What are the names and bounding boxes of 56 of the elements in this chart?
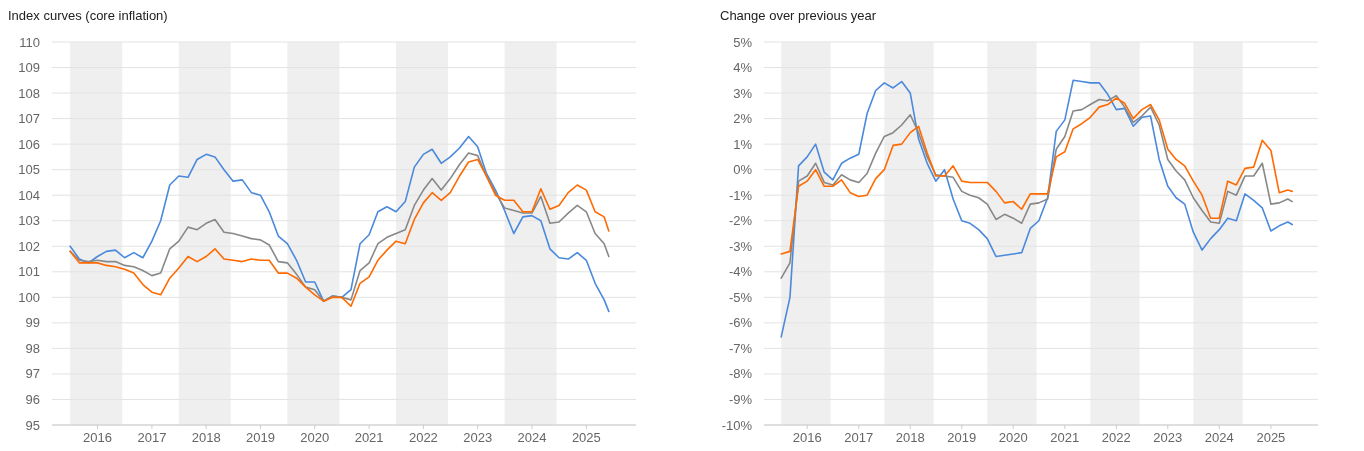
line-series [780,79,1293,338]
y-tick-label: 108 [18,85,40,101]
line-series [69,135,610,313]
y-tick-label: -8% [728,366,753,382]
y-tick-label: 4% [733,60,753,76]
x-tick-label: 2025 [1256,430,1286,445]
x-tick-label: 2022 [408,430,438,445]
chart-title: Change over previous year [720,8,877,23]
y-tick-label: -3% [728,238,753,254]
y-tick-label: 96 [25,392,40,408]
y-tick-label: -6% [728,315,753,331]
x-tick-label: 2017 [137,430,167,445]
y-tick-label: -10% [721,417,753,433]
x-tick-label: 2017 [844,430,874,445]
x-tick-label: 2024 [517,430,547,445]
x-tick-label: 2025 [571,430,601,445]
x-tick-label: 2022 [1101,430,1131,445]
y-tick-label: 105 [18,162,40,178]
y-tick-label: 0% [733,162,753,178]
x-tick-label: 2023 [463,430,493,445]
x-tick-label: 2018 [895,430,925,445]
y-tick-label: 107 [18,111,40,127]
chart-title: Index curves (core inflation) [8,8,168,23]
y-tick-label: 5% [733,34,753,50]
y-tick-label: 98 [25,340,40,356]
y-tick-label: 101 [18,264,40,280]
y-tick-label: -1% [728,187,753,203]
y-tick-label: -9% [728,392,753,408]
x-tick-label: 2016 [792,430,822,445]
x-tick-label: 2021 [354,430,384,445]
y-tick-label: -7% [728,340,753,356]
y-tick-label: 106 [18,136,40,152]
x-tick-label: 2024 [1204,430,1234,445]
y-tick-label: 100 [18,289,40,305]
x-tick-label: 2016 [83,430,112,445]
y-tick-label: 3% [733,85,753,101]
x-tick-label: 2021 [1050,430,1080,445]
x-tick-label: 2019 [947,430,977,445]
x-tick-label: 2023 [1153,430,1183,445]
y-tick-label: 109 [18,60,40,76]
y-tick-label: 110 [19,34,40,50]
x-tick-label: 2018 [191,430,221,445]
y-tick-label: 97 [25,366,40,382]
x-tick-label: 2020 [300,430,330,445]
y-tick-label: -5% [728,289,753,305]
y-tick-label: 104 [18,187,40,203]
y-tick-label: 95 [25,417,40,433]
x-tick-label: 2019 [245,430,275,445]
y-tick-label: 102 [18,238,40,254]
y-tick-label: -4% [728,264,753,280]
y-tick-label: 99 [25,315,40,331]
y-tick-label: 2% [733,111,753,127]
y-tick-label: 1% [733,136,753,152]
x-tick-label: 2020 [998,430,1028,445]
y-tick-label: 103 [18,213,40,229]
y-tick-label: -2% [728,213,753,229]
